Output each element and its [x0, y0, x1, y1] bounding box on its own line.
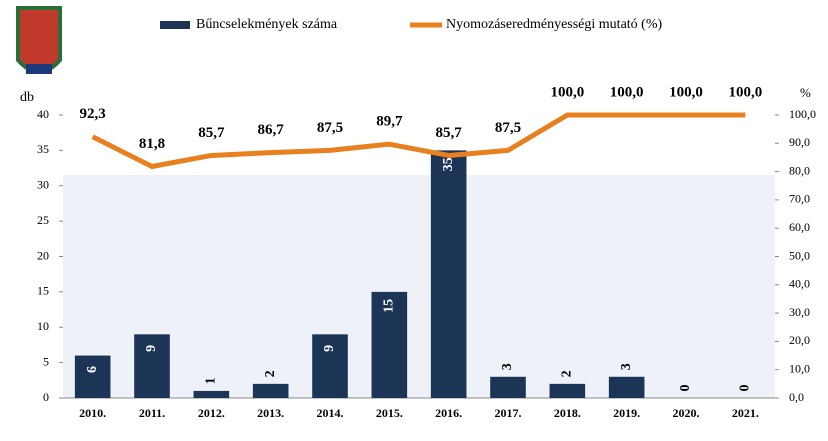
line-value-label: 92,3 [80, 106, 106, 122]
line-value-label: 86,7 [258, 122, 285, 138]
line-value-label: 87,5 [317, 120, 343, 136]
line-value-label: 87,5 [495, 120, 521, 136]
y-tick-label: 30 [37, 178, 49, 192]
y-tick-label: 20 [37, 248, 49, 262]
x-tick-label: 2010. [79, 406, 106, 420]
bar-value-label: 35 [441, 157, 456, 171]
line-value-label: 85,7 [436, 125, 463, 141]
x-tick-label: 2012. [198, 406, 225, 420]
x-tick-label: 2016. [435, 406, 462, 420]
bar-value-label: 3 [500, 363, 515, 370]
y2-tick-label: 100,0 [789, 107, 816, 121]
y-tick-label: 10 [37, 319, 49, 333]
bar [431, 150, 467, 398]
bar-value-label: 0 [678, 385, 693, 392]
bar [609, 377, 645, 398]
x-tick-label: 2018. [554, 406, 581, 420]
y2-tick-label: 20,0 [789, 333, 810, 347]
bar-value-label: 3 [619, 363, 634, 370]
y2-tick-label: 0,0 [789, 390, 804, 404]
bar-value-label: 2 [263, 370, 278, 377]
line-value-label: 100,0 [550, 84, 584, 100]
y2-tick-label: 80,0 [789, 163, 810, 177]
line-value-label: 100,0 [610, 84, 644, 100]
legend-swatch [160, 21, 190, 29]
bar-value-label: 15 [382, 299, 397, 313]
x-tick-label: 2011. [139, 406, 165, 420]
bar-value-label: 6 [85, 366, 100, 373]
backdrop [63, 175, 775, 398]
y-axis-label: db [20, 90, 34, 105]
bar [253, 384, 289, 398]
x-tick-label: 2020. [673, 406, 700, 420]
line-value-label: 100,0 [669, 84, 703, 100]
legend-label: Bűncselekmények száma [196, 17, 338, 32]
y-tick-label: 40 [37, 107, 49, 121]
bar-value-label: 9 [144, 345, 159, 352]
y-tick-label: 5 [43, 354, 49, 368]
x-tick-label: 2014. [317, 406, 344, 420]
x-tick-label: 2017. [495, 406, 522, 420]
x-tick-label: 2021. [732, 406, 759, 420]
y2-axis-label: % [800, 85, 811, 100]
bar-value-label: 9 [322, 345, 337, 352]
x-tick-label: 2013. [257, 406, 284, 420]
bar [550, 384, 586, 398]
bar-value-label: 1 [204, 377, 219, 384]
chart: db % 05101520253035400,010,020,030,040,0… [0, 0, 828, 441]
y-tick-label: 35 [37, 142, 49, 156]
bar [490, 377, 526, 398]
x-tick-label: 2019. [613, 406, 640, 420]
y-tick-label: 15 [37, 284, 49, 298]
y2-tick-label: 90,0 [789, 135, 810, 149]
y2-tick-label: 40,0 [789, 277, 810, 291]
line-value-label: 100,0 [728, 84, 762, 100]
bar [312, 334, 348, 398]
legend-label: Nyomozáseredményességi mutató (%) [446, 17, 662, 32]
bar [134, 334, 170, 398]
line-value-label: 85,7 [198, 125, 225, 141]
y2-tick-label: 30,0 [789, 305, 810, 319]
y-tick-label: 0 [43, 390, 49, 404]
x-tick-label: 2015. [376, 406, 403, 420]
y2-tick-label: 60,0 [789, 220, 810, 234]
bar [75, 356, 111, 398]
line-value-label: 81,8 [139, 136, 165, 152]
y2-tick-label: 50,0 [789, 248, 810, 262]
bar-value-label: 2 [560, 370, 575, 377]
bar-value-label: 0 [738, 385, 753, 392]
logo [18, 8, 60, 74]
y2-tick-label: 70,0 [789, 192, 810, 206]
bar [194, 391, 230, 398]
y-tick-label: 25 [37, 213, 49, 227]
y2-tick-label: 10,0 [789, 361, 810, 375]
line-value-label: 89,7 [376, 114, 403, 130]
